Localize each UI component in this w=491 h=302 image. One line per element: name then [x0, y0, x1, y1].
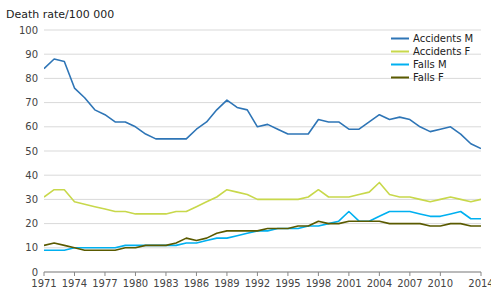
x-tick [44, 272, 45, 276]
legend-swatch [391, 64, 409, 66]
y-grid: 0 10 20 30 40 50 60 70 80 90 100 [19, 25, 481, 278]
x-tick-label: 1986 [184, 278, 209, 289]
y-tick-label: 80 [25, 73, 38, 84]
series-line [44, 182, 481, 213]
y-axis-label: Death rate/100 000 [6, 8, 114, 21]
x-tick-label: 2004 [367, 278, 392, 289]
legend: Accidents M Accidents F Falls M Falls F [391, 33, 473, 83]
x-axis-line [44, 272, 481, 273]
series-line [44, 221, 481, 250]
x-tick-label: 2007 [397, 278, 422, 289]
legend-swatch [391, 51, 409, 53]
x-tick-label: 1971 [31, 278, 56, 289]
y-tick-label: 10 [25, 242, 38, 253]
series-line [44, 212, 481, 251]
grid-line [44, 126, 481, 127]
grid-line [44, 102, 481, 103]
x-tick [348, 272, 349, 276]
grid-line [44, 30, 481, 31]
x-tick-label: 2001 [336, 278, 361, 289]
x-tick-label: 1995 [275, 278, 300, 289]
x-tick [257, 272, 258, 276]
x-axis: 1971 1974 1977 1980 1983 1986 1989 1992 1995 1998… [31, 272, 491, 289]
y-tick-label: 40 [25, 170, 38, 181]
x-tick-label: 1983 [153, 278, 178, 289]
grid-line [44, 175, 481, 176]
x-tick [287, 272, 288, 276]
x-tick [165, 272, 166, 276]
series-line [44, 59, 481, 149]
x-tick-label: 1989 [214, 278, 239, 289]
series-lines [44, 59, 481, 250]
x-tick [440, 272, 441, 276]
x-tick [481, 272, 482, 276]
legend-label: Accidents F [413, 46, 471, 57]
x-tick [104, 272, 105, 276]
x-tick [196, 272, 197, 276]
x-tick [379, 272, 380, 276]
chart: 0102030405060708090100197119741977198019… [0, 0, 491, 302]
x-tick [226, 272, 227, 276]
x-tick-label: 1977 [92, 278, 117, 289]
legend-label: Accidents M [413, 33, 473, 44]
y-tick-label: 50 [25, 146, 38, 157]
legend-swatch [391, 77, 409, 79]
y-tick-label: 60 [25, 121, 38, 132]
legend-label: Falls F [413, 72, 444, 83]
y-tick-label: 30 [25, 194, 38, 205]
y-tick-label: 90 [25, 49, 38, 60]
x-tick-label: 2010 [428, 278, 453, 289]
x-tick-label: 1992 [245, 278, 270, 289]
x-tick-label: 2014 [468, 278, 491, 289]
x-tick-label: 1980 [123, 278, 148, 289]
x-tick [135, 272, 136, 276]
grid-line [44, 151, 481, 152]
grid-line [44, 272, 481, 273]
legend-label: Falls M [413, 59, 447, 70]
y-tick-label: 100 [19, 25, 38, 36]
x-tick [74, 272, 75, 276]
x-tick-label: 1998 [306, 278, 331, 289]
y-tick-label: 70 [25, 97, 38, 108]
x-tick-label: 1974 [62, 278, 87, 289]
y-tick-label: 0 [32, 267, 38, 278]
legend-swatch [391, 38, 409, 40]
x-tick [318, 272, 319, 276]
y-tick-label: 20 [25, 218, 38, 229]
x-tick [409, 272, 410, 276]
